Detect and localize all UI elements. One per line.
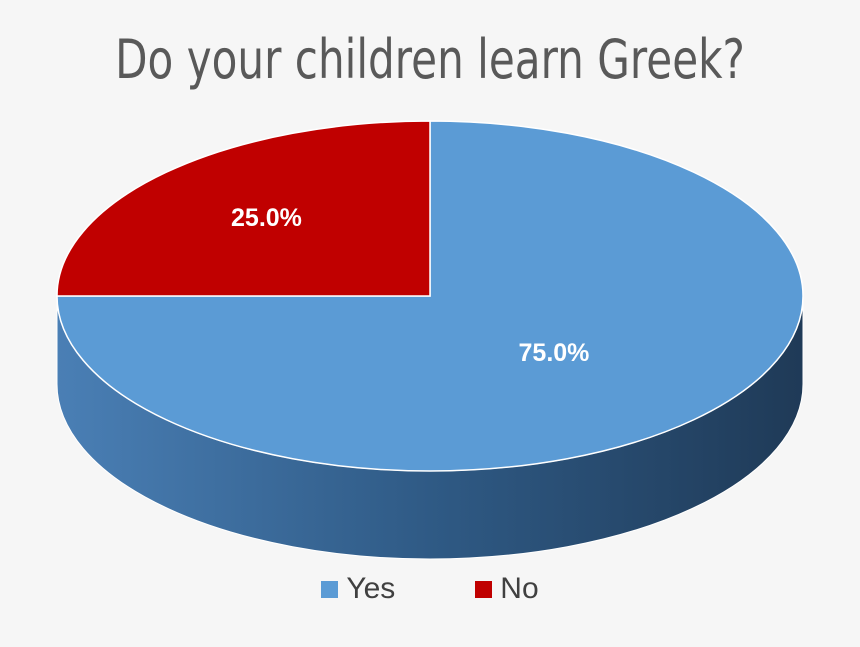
legend-item-yes: Yes <box>321 572 395 606</box>
legend-label-no: No <box>500 572 539 605</box>
pie-slice-no <box>56 120 431 297</box>
legend-swatch-no <box>475 580 493 598</box>
legend-item-no: No <box>475 572 539 606</box>
legend-swatch-yes <box>321 580 339 598</box>
chart-title: Do your children learn Greek? <box>115 28 745 91</box>
pie-slice-yes <box>56 120 804 472</box>
data-label-yes: 75.0% <box>519 339 590 367</box>
legend: Yes No <box>0 572 860 606</box>
data-label-no: 25.0% <box>231 204 302 232</box>
legend-label-yes: Yes <box>346 572 396 605</box>
